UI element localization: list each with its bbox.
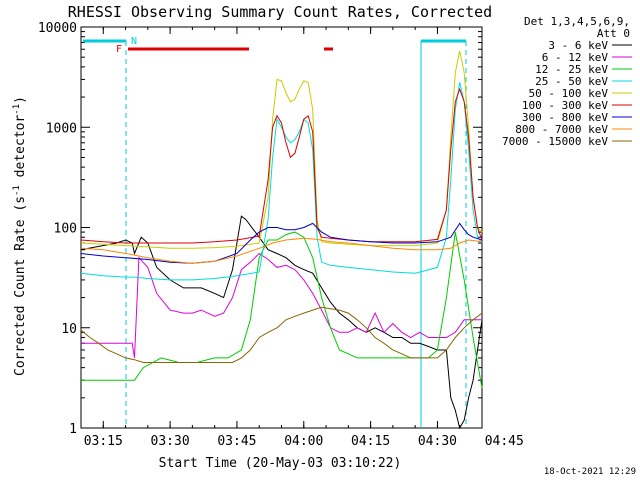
observing-flags: F N (83, 36, 467, 428)
x-tick-label-4: 04:15 (351, 434, 390, 449)
y-axis-label-sup2: -1 (12, 104, 22, 115)
generation-timestamp: 18-Oct-2021 12:29 (544, 467, 636, 477)
legend-label-4: 50 - 100 keV (529, 87, 609, 100)
y-axis-label-sup1: -1 (12, 185, 22, 196)
series-lines (80, 50, 483, 430)
series-line-7 (80, 237, 483, 264)
x-axis-ticks: 03:15 03:30 03:45 04:00 04:15 04:30 04:45 (80, 27, 524, 449)
y-axis-label: Corrected Count Rate (s-1 detector-1) (12, 96, 28, 376)
legend-label-6: 300 - 800 keV (522, 111, 608, 124)
x-tick-label-2: 03:45 (217, 434, 256, 449)
y-axis-label-main: Corrected Count Rate (s (13, 196, 28, 376)
legend-header-line-1: Det 1,3,4,5,6,9, (524, 15, 630, 28)
x-tick-label-3: 04:00 (284, 434, 323, 449)
series-line-3 (80, 82, 483, 281)
series-line-1 (81, 252, 482, 358)
y-axis-label-end: ) (13, 96, 28, 104)
series-line-5 (80, 87, 483, 244)
x-tick-label-0: 03:15 (84, 434, 123, 449)
y-tick-label-1: 10 (61, 322, 77, 337)
legend-label-8: 7000 - 15000 keV (502, 135, 608, 148)
series-line-4 (80, 50, 483, 249)
x-axis-label: Start Time (20-May-03 03:10:22) (159, 456, 402, 471)
y-tick-label-4: 10000 (38, 21, 77, 36)
flare-flag-label: F (116, 44, 122, 55)
legend-header-line-2: Att 0 (597, 27, 630, 40)
legend-label-0: 3 - 6 keV (548, 39, 608, 52)
y-axis-ticks: 1 10 100 1000 10000 (38, 21, 482, 437)
legend-label-7: 800 - 7000 keV (515, 123, 608, 136)
y-tick-label-0: 1 (69, 422, 77, 437)
legend-label-5: 100 - 300 keV (522, 99, 608, 112)
y-tick-label-2: 100 (54, 222, 77, 237)
legend-label-2: 12 - 25 keV (535, 63, 608, 76)
plot-frame (80, 26, 483, 429)
x-tick-label-1: 03:30 (151, 434, 190, 449)
night-flag-label: N (131, 36, 137, 47)
y-tick-label-3: 1000 (46, 121, 77, 136)
series-line-8 (80, 306, 483, 363)
y-axis-label-mid: detector (13, 115, 28, 186)
x-tick-label-6: 04:45 (485, 434, 524, 449)
series-line-0 (80, 215, 483, 430)
legend-label-3: 25 - 50 keV (535, 75, 608, 88)
legend-label-1: 6 - 12 keV (542, 51, 609, 64)
x-tick-label-5: 04:30 (418, 434, 457, 449)
chart-title: RHESSI Observing Summary Count Rates, Co… (68, 3, 492, 21)
